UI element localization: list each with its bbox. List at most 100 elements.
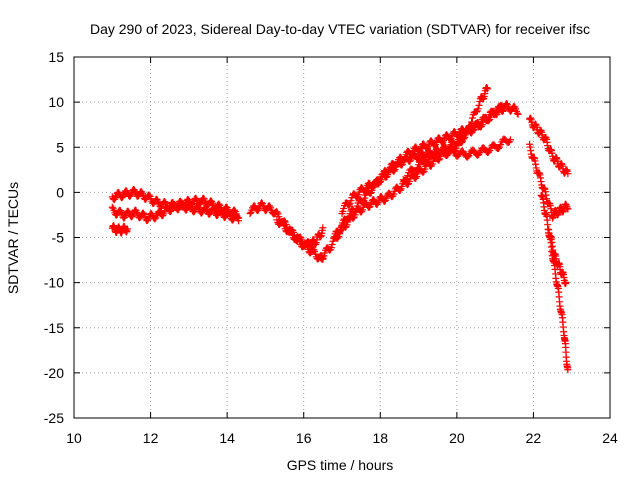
y-tick-label: 10 [48,94,64,110]
data-point [167,208,175,216]
y-tick-labels: -25 -20 -15 -10 -5 0 5 10 15 [44,49,64,426]
data-point [161,198,169,206]
data-point [494,144,502,152]
data-point [122,187,130,195]
data-point [144,216,152,224]
data-point [359,198,367,206]
data-point [235,217,243,225]
data-point [246,210,254,218]
x-tick-label: 14 [219,430,235,446]
x-tick-label: 18 [372,430,388,446]
series-track-2 [108,199,243,225]
data-point [138,188,146,196]
data-point [423,144,431,152]
y-tick-label: -25 [44,410,64,426]
data-point [186,201,194,209]
data-point [126,192,134,200]
axis-ticks [73,56,611,419]
data-point [361,194,369,202]
x-tick-labels: 10 12 14 16 18 20 22 24 [66,430,618,446]
data-point [349,214,357,222]
y-tick-label: -20 [44,365,64,381]
y-tick-label: 0 [56,184,64,200]
data-point [192,194,200,202]
series-track-9 [399,135,514,184]
x-tick-label: 20 [449,430,465,446]
data-point [508,106,516,114]
data-point [361,187,369,195]
data-point [485,117,493,125]
data-point [194,202,202,210]
data-point [328,241,336,249]
data-point [400,157,408,165]
series-track-10 [526,140,572,222]
data-point [401,176,409,184]
data-point [564,170,572,178]
data-point [337,225,345,233]
y-tick-label: -5 [52,230,65,246]
data-point [474,105,482,113]
x-axis-label: GPS time / hours [287,457,394,473]
data-point [251,203,259,211]
data-point [209,205,217,213]
y-axis-label: SDTVAR / TECUs [5,182,21,294]
series-track-11 [526,114,572,178]
data-point [369,184,377,192]
data-point [338,222,346,230]
data-point [202,204,210,212]
data-point [128,213,136,221]
data-point [366,189,374,197]
data-point [506,136,514,144]
data-point [396,186,404,194]
data-point [343,217,351,225]
data-point [439,138,447,146]
data-point [503,100,511,108]
data-point [564,205,572,213]
data-point [125,208,133,216]
data-point [151,215,159,223]
data-point [319,224,327,232]
data-point [451,129,459,137]
data-point [415,148,423,156]
data-point [483,85,491,93]
data-point [462,129,470,137]
data-point [136,214,144,222]
data-point [279,218,287,226]
y-tick-label: -10 [44,275,64,291]
data-point [345,201,353,209]
data-point [198,209,206,217]
data-point [373,200,381,208]
data-point [111,195,119,203]
series-track-13 [545,226,570,288]
data-point [564,366,572,374]
series-track-12 [537,191,572,374]
data-point [266,202,274,210]
data-point [118,194,126,202]
data-point [347,197,355,205]
x-tick-label: 10 [66,430,82,446]
x-tick-label: 24 [602,430,618,446]
data-point [446,135,454,143]
data-point [422,160,430,168]
data-point [499,104,507,112]
data-point [404,172,412,180]
data-point [431,142,439,150]
data-point [460,135,468,143]
data-point [475,101,483,109]
data-point [158,202,166,210]
data-point [384,169,392,177]
data-point [392,162,400,170]
data-point [178,199,186,207]
data-point [408,151,416,159]
data-point [474,119,482,127]
data-point [514,110,522,118]
data-point [473,108,481,116]
data-point [464,153,472,161]
y-tick-label: 5 [56,139,64,155]
data-point [441,142,449,150]
data-point [130,186,138,194]
data-point [286,225,294,233]
data-point [427,137,435,145]
data-point [335,229,343,237]
data-point [378,173,386,181]
